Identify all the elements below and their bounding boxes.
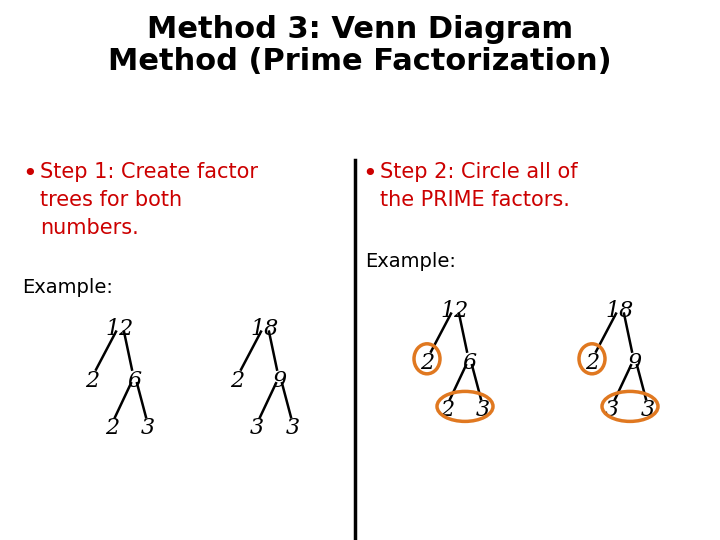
Text: Example:: Example:: [22, 278, 113, 297]
Text: 12: 12: [106, 318, 134, 340]
Text: 2: 2: [105, 417, 119, 439]
Text: 3: 3: [141, 417, 155, 439]
Text: •: •: [362, 162, 377, 186]
Text: 9: 9: [272, 369, 286, 392]
Text: Step 1: Create factor
trees for both
numbers.: Step 1: Create factor trees for both num…: [40, 162, 258, 238]
Text: 6: 6: [462, 352, 476, 374]
Text: 3: 3: [286, 417, 300, 439]
Text: •: •: [22, 162, 37, 186]
Text: 3: 3: [605, 399, 619, 421]
Text: 2: 2: [420, 352, 434, 374]
Text: 18: 18: [606, 300, 634, 322]
Text: 18: 18: [251, 318, 279, 340]
Text: Example:: Example:: [365, 252, 456, 271]
Text: 2: 2: [585, 352, 599, 374]
Text: 12: 12: [441, 300, 469, 322]
Text: 2: 2: [230, 369, 244, 392]
Text: 3: 3: [641, 399, 655, 421]
Text: 9: 9: [627, 352, 641, 374]
Text: 3: 3: [250, 417, 264, 439]
Text: Method 3: Venn Diagram
Method (Prime Factorization): Method 3: Venn Diagram Method (Prime Fac…: [108, 15, 612, 77]
Text: Step 2: Circle all of
the PRIME factors.: Step 2: Circle all of the PRIME factors.: [380, 162, 577, 210]
Text: 3: 3: [476, 399, 490, 421]
Text: 6: 6: [127, 369, 141, 392]
Text: 2: 2: [85, 369, 99, 392]
Text: 2: 2: [440, 399, 454, 421]
